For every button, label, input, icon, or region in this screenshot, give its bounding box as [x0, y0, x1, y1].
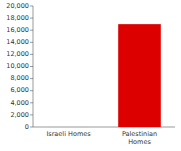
y-tick-label: 20,000 — [6, 2, 29, 10]
y-tick-label: 2,000 — [10, 111, 29, 119]
y-tick — [30, 30, 33, 31]
y-tick — [30, 6, 33, 7]
y-tick — [30, 127, 33, 128]
bar — [47, 126, 90, 127]
x-tick-label: Israeli Homes — [46, 130, 91, 138]
y-tick-label: 18,000 — [6, 14, 29, 22]
y-tick — [30, 102, 33, 103]
y-tick-label: 12,000 — [6, 50, 29, 58]
chart: 0 2,000 4,000 6,000 8,000 10,000 12,000 14,000 1… — [0, 0, 181, 151]
y-tick — [30, 54, 33, 55]
y-tick-label: 8,000 — [10, 74, 29, 82]
x-tick-label: PalestinianHomes — [122, 130, 157, 146]
bars — [47, 24, 161, 127]
y-tick — [30, 42, 33, 43]
y-tick-label: 0 — [25, 123, 29, 131]
y-tick — [30, 90, 33, 91]
y-tick-label: 4,000 — [10, 99, 29, 107]
y-tick-label: 10,000 — [6, 62, 29, 70]
y-tick — [30, 114, 33, 115]
y-tick-label: 14,000 — [6, 38, 29, 46]
x-axis: Israeli Homes PalestinianHomes — [46, 130, 157, 146]
y-tick — [30, 18, 33, 19]
y-tick-label: 6,000 — [10, 86, 29, 94]
bar — [118, 24, 161, 127]
y-tick — [30, 78, 33, 79]
y-tick-label: 16,000 — [6, 26, 29, 34]
y-axis-line — [33, 6, 34, 127]
y-tick — [30, 66, 33, 67]
y-axis: 0 2,000 4,000 6,000 8,000 10,000 12,000 14,000 1… — [6, 2, 175, 131]
